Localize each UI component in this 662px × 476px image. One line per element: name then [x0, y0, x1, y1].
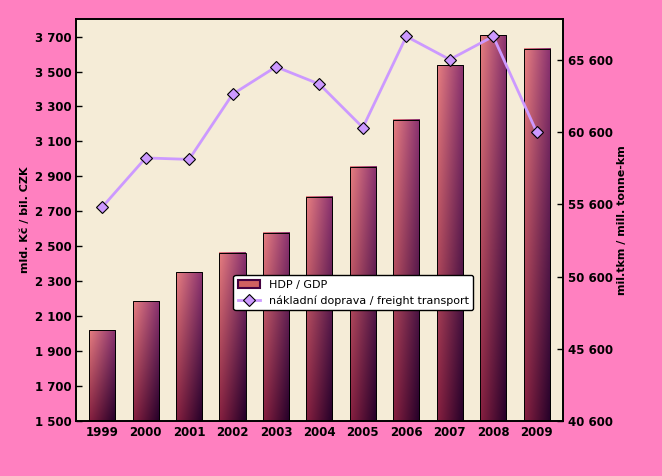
Y-axis label: mld. Kč / bil. CZK: mld. Kč / bil. CZK [21, 167, 30, 273]
Bar [263, 233, 289, 421]
Bar [524, 49, 549, 421]
Bar [89, 330, 115, 421]
Y-axis label: mil.tkm / mill. tonne-km: mil.tkm / mill. tonne-km [617, 145, 627, 295]
Bar [393, 120, 419, 421]
Bar [480, 36, 506, 421]
Bar [132, 301, 159, 421]
Bar [350, 167, 376, 421]
Bar [176, 272, 202, 421]
Legend: HDP / GDP, nákladní doprava / freight transport: HDP / GDP, nákladní doprava / freight tr… [234, 275, 473, 310]
Bar [220, 253, 246, 421]
Bar [307, 197, 332, 421]
Bar [437, 65, 463, 421]
